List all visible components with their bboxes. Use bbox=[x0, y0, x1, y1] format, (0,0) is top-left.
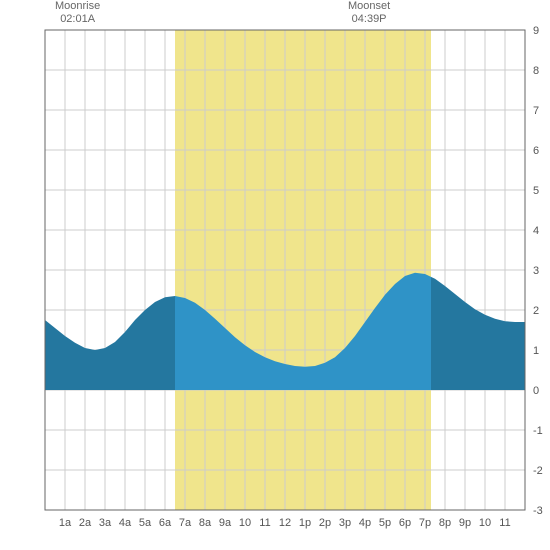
x-tick-label: 4p bbox=[359, 517, 371, 529]
moonrise-label: Moonrise 02:01A bbox=[55, 0, 100, 26]
moonset-title: Moonset bbox=[348, 0, 390, 13]
x-tick-label: 9p bbox=[459, 517, 471, 529]
moonrise-title: Moonrise bbox=[55, 0, 100, 13]
y-tick-label: -2 bbox=[533, 465, 543, 477]
tide-area-night bbox=[431, 277, 525, 390]
x-tick-label: 3p bbox=[339, 517, 351, 529]
y-tick-label: 1 bbox=[533, 345, 539, 357]
x-tick-label: 1p bbox=[299, 517, 311, 529]
y-tick-label: 7 bbox=[533, 105, 539, 117]
x-tick-label: 10 bbox=[479, 517, 491, 529]
y-tick-label: 3 bbox=[533, 265, 539, 277]
y-tick-label: 6 bbox=[533, 145, 539, 157]
y-tick-label: -1 bbox=[533, 425, 543, 437]
y-tick-label: 2 bbox=[533, 305, 539, 317]
x-tick-label: 11 bbox=[499, 517, 510, 529]
moonrise-time: 02:01A bbox=[55, 13, 100, 26]
chart-svg: -3-2-101234567891a2a3a4a5a6a7a8a9a101112… bbox=[0, 0, 550, 550]
moonset-label: Moonset 04:39P bbox=[348, 0, 390, 26]
x-tick-label: 7p bbox=[419, 517, 431, 529]
x-tick-label: 6a bbox=[159, 517, 172, 529]
y-tick-label: 4 bbox=[533, 225, 539, 237]
y-tick-label: 9 bbox=[533, 25, 539, 37]
x-tick-label: 5a bbox=[139, 517, 152, 529]
x-tick-label: 2p bbox=[319, 517, 331, 529]
x-tick-label: 8a bbox=[199, 517, 212, 529]
y-tick-label: 5 bbox=[533, 185, 539, 197]
x-tick-label: 2a bbox=[79, 517, 92, 529]
tide-chart: Moonrise 02:01A Moonset 04:39P -3-2-1012… bbox=[0, 0, 550, 550]
x-tick-label: 11 bbox=[259, 517, 270, 529]
x-tick-label: 4a bbox=[119, 517, 132, 529]
x-tick-label: 9a bbox=[219, 517, 232, 529]
x-tick-label: 8p bbox=[439, 517, 451, 529]
x-tick-label: 6p bbox=[399, 517, 411, 529]
y-tick-label: 8 bbox=[533, 65, 539, 77]
moonset-time: 04:39P bbox=[348, 13, 390, 26]
x-tick-label: 1a bbox=[59, 517, 72, 529]
x-tick-label: 5p bbox=[379, 517, 391, 529]
y-tick-label: 0 bbox=[533, 385, 539, 397]
x-tick-label: 10 bbox=[239, 517, 251, 529]
x-tick-label: 7a bbox=[179, 517, 192, 529]
x-tick-label: 3a bbox=[99, 517, 112, 529]
y-tick-label: -3 bbox=[533, 505, 543, 517]
x-tick-label: 12 bbox=[279, 517, 291, 529]
